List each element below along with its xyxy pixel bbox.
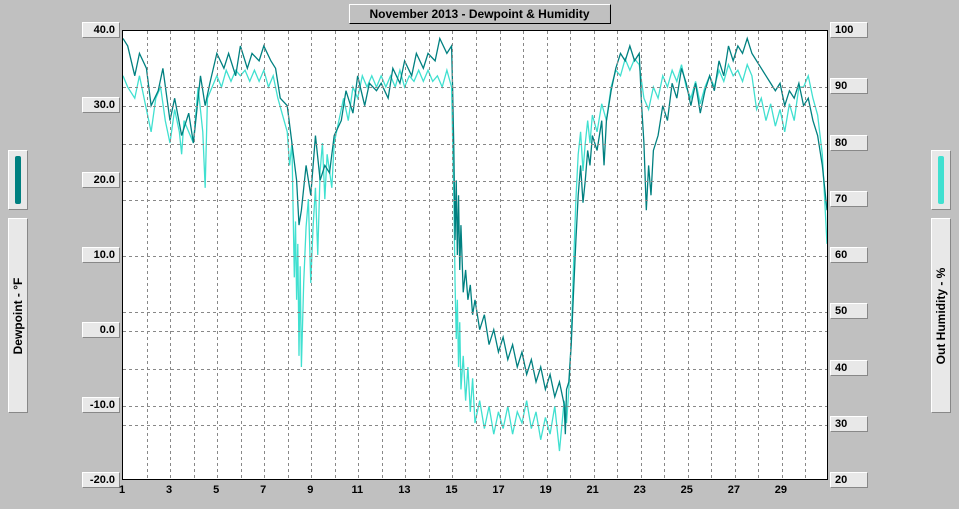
gridline-v	[264, 31, 265, 479]
y-axis-left-label: Dewpoint - °F	[11, 277, 25, 354]
x-tick: 21	[587, 484, 599, 496]
gridline-v	[500, 31, 501, 479]
x-tick: 5	[213, 484, 219, 496]
gridline-v	[805, 31, 806, 479]
gridline-v	[523, 31, 524, 479]
gridline-v	[241, 31, 242, 479]
gridline-h	[123, 106, 827, 107]
gridline-h	[123, 331, 827, 332]
chart-title: November 2013 - Dewpoint & Humidity	[348, 4, 610, 24]
y-tick-left: -20.0	[82, 472, 120, 488]
x-tick: 15	[445, 484, 457, 496]
gridline-v	[382, 31, 383, 479]
legend-swatch-dewpoint	[8, 150, 28, 210]
y-tick-right: 70	[830, 191, 868, 207]
gridline-v	[311, 31, 312, 479]
gridline-v	[358, 31, 359, 479]
gridline-v	[782, 31, 783, 479]
y-tick-right: 40	[830, 360, 868, 376]
x-tick: 3	[166, 484, 172, 496]
plot-area	[122, 30, 828, 480]
y-tick-left: 20.0	[82, 172, 120, 188]
gridline-v	[570, 31, 571, 479]
gridline-v	[476, 31, 477, 479]
gridline-h	[123, 312, 827, 313]
gridline-v	[429, 31, 430, 479]
gridline-v	[147, 31, 148, 479]
legend-color-dewpoint	[15, 156, 21, 204]
gridline-v	[617, 31, 618, 479]
y-tick-right: 30	[830, 416, 868, 432]
gridline-h	[123, 87, 827, 88]
gridline-v	[758, 31, 759, 479]
gridline-h	[123, 144, 827, 145]
y-tick-left: -10.0	[82, 397, 120, 413]
y-tick-left: 10.0	[82, 247, 120, 263]
legend-swatch-humidity	[931, 150, 951, 210]
y-tick-left: 0.0	[82, 322, 120, 338]
y-tick-right: 80	[830, 135, 868, 151]
x-tick: 9	[307, 484, 313, 496]
gridline-v	[194, 31, 195, 479]
series-dewpoint	[123, 38, 827, 434]
x-tick: 17	[492, 484, 504, 496]
y-axis-left-label-box: Dewpoint - °F	[8, 218, 28, 413]
gridline-v	[594, 31, 595, 479]
gridline-v	[452, 31, 453, 479]
series-humidity	[123, 59, 827, 451]
gridline-h	[123, 256, 827, 257]
y-tick-right: 100	[830, 22, 868, 38]
y-axis-right-label-box: Out Humidity - %	[931, 218, 951, 413]
gridline-v	[641, 31, 642, 479]
chart-svg	[123, 31, 827, 479]
gridline-v	[217, 31, 218, 479]
x-tick: 23	[634, 484, 646, 496]
gridline-v	[335, 31, 336, 479]
x-tick: 19	[539, 484, 551, 496]
legend-color-humidity	[938, 156, 944, 204]
x-tick: 1	[119, 484, 125, 496]
y-tick-left: 30.0	[82, 97, 120, 113]
gridline-h	[123, 406, 827, 407]
gridline-v	[288, 31, 289, 479]
gridline-v	[711, 31, 712, 479]
gridline-h	[123, 200, 827, 201]
x-tick: 7	[260, 484, 266, 496]
gridline-v	[405, 31, 406, 479]
x-tick: 27	[728, 484, 740, 496]
x-tick: 29	[775, 484, 787, 496]
gridline-v	[547, 31, 548, 479]
y-tick-right: 60	[830, 247, 868, 263]
y-tick-right: 20	[830, 472, 868, 488]
y-axis-right-label: Out Humidity - %	[934, 267, 948, 364]
gridline-v	[170, 31, 171, 479]
gridline-h	[123, 369, 827, 370]
gridline-h	[123, 425, 827, 426]
gridline-h	[123, 181, 827, 182]
gridline-v	[664, 31, 665, 479]
x-tick: 25	[681, 484, 693, 496]
gridline-v	[688, 31, 689, 479]
y-tick-right: 50	[830, 303, 868, 319]
x-tick: 11	[352, 484, 364, 496]
gridline-v	[735, 31, 736, 479]
chart-title-text: November 2013 - Dewpoint & Humidity	[369, 7, 589, 21]
x-tick: 13	[398, 484, 410, 496]
y-tick-right: 90	[830, 78, 868, 94]
y-tick-left: 40.0	[82, 22, 120, 38]
